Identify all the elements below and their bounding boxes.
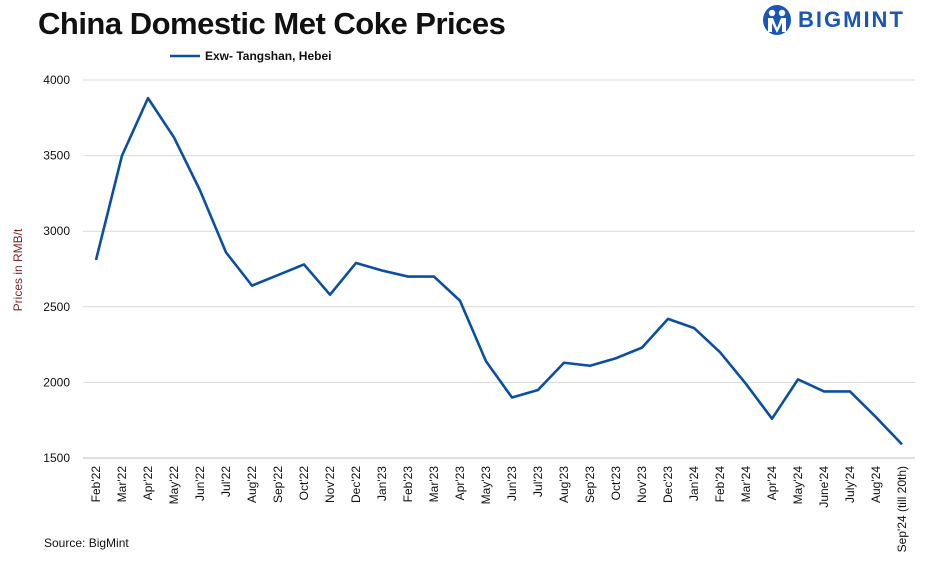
y-tick-label: 2000 [43,375,70,389]
x-tick-label: Aug'22 [245,466,259,503]
x-tick-label: Mar'23 [427,466,441,503]
x-tick-label: Jan'24 [687,466,701,501]
x-tick-label: Jul'22 [219,466,233,497]
y-tick-label: 1500 [43,451,70,465]
y-tick-label: 3000 [43,224,70,238]
x-tick-label: Mar'24 [739,466,753,503]
bigmint-logo-icon [763,5,791,35]
x-tick-label: May'22 [167,466,181,505]
logo-text: BIGMINT [798,7,905,32]
x-tick-label: Jul'23 [531,466,545,497]
x-tick-label: July'24 [843,466,857,503]
x-tick-label: Sep'23 [583,466,597,503]
legend-label: Exw- Tangshan, Hebei [205,49,331,63]
y-tick-label: 3500 [43,149,70,163]
x-tick-label: June'24 [817,466,831,508]
x-tick-label: Apr'22 [141,466,155,501]
x-tick-label: Aug'23 [557,466,571,503]
y-tick-label: 4000 [43,73,70,87]
y-axis-label: Prices in RMB/t [11,228,25,311]
x-tick-label: Apr'24 [765,466,779,501]
x-tick-label: Nov'23 [635,466,649,503]
x-tick-label: Oct'22 [297,466,311,501]
x-tick-label: Jun'22 [193,466,207,501]
x-tick-label: Apr'23 [453,466,467,501]
x-tick-label: Oct'23 [609,466,623,501]
chart-title: China Domestic Met Coke Prices [38,6,506,41]
x-tick-label: Sep'22 [271,466,285,503]
x-tick-label: May'23 [479,466,493,505]
y-tick-label: 2500 [43,300,70,314]
series-line [94,96,903,446]
x-tick-label: Nov'22 [323,466,337,503]
x-tick-label: Sep'24 (till 20th) [895,466,909,552]
x-tick-label: Feb'24 [713,466,727,503]
x-tick-label: Jun'23 [505,466,519,501]
bigmint-logo: BIGMINT [762,4,905,36]
x-tick-label: Dec'22 [349,466,363,503]
x-tick-label: May'24 [791,466,805,505]
x-tick-label: Feb'22 [89,466,103,503]
source-note: Source: BigMint [44,536,129,550]
x-tick-label: Aug'24 [869,466,883,503]
x-tick-label: Dec'23 [661,466,675,503]
x-tick-label: Jan'23 [375,466,389,501]
x-tick-label: Feb'23 [401,466,415,503]
x-tick-label: Mar'22 [115,466,129,503]
